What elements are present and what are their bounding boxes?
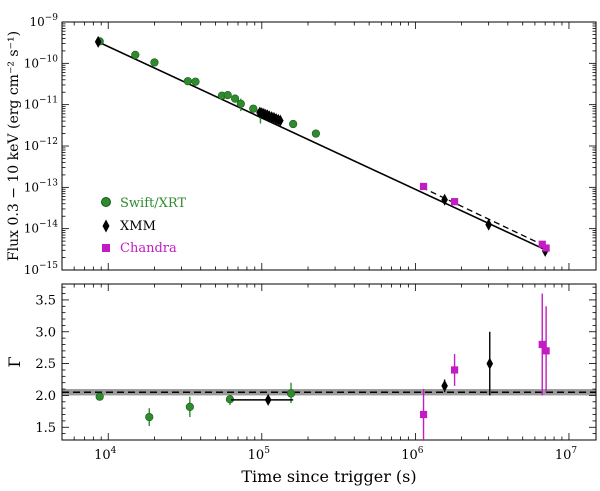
flux-point-circle [150,58,159,67]
legend-label-chandra: Chandra [120,241,177,256]
photon-index-y-tick-label: 3.0 [35,325,56,340]
time-x-tick-label: 107 [555,446,578,463]
flux-data-points [94,35,550,257]
index-point-circle [185,402,194,411]
flux-point-diamond [277,114,284,127]
photon-index-y-tick-label: 2.5 [35,357,56,372]
index-point-square [419,410,428,419]
flux-point-square [419,182,428,191]
flux-y-tick-label: 10−9 [29,13,58,29]
index-point-diamond [441,379,448,392]
flux-point-circle [191,77,200,86]
photon-index-y-tick-labels: 1.5 2.0 2.5 3.0 3.5 [35,293,56,435]
flux-point-diamond [485,218,492,231]
index-point-square [450,366,459,374]
time-x-tick-labels: 104 105 106 107 [94,446,577,463]
time-axis-label: Time since trigger (s) [241,467,416,486]
flux-y-tick-label: 10−11 [24,96,58,112]
index-point-square [538,340,546,349]
flux-y-tick-label: 10−12 [24,137,58,153]
legend-marker-chandra [102,244,110,252]
photon-index-axis-label: Γ [5,356,24,367]
flux-y-tick-labels: 10−9 10−10 10−11 10−12 10−13 10−14 10−15 [24,13,59,277]
photon-index-panel: 1.5 2.0 2.5 3.0 3.5 104 105 106 107 Γ Time sinc… [5,283,597,486]
flux-point-circle [230,94,240,103]
legend-label-swift: Swift/XRT [120,196,186,211]
index-point-square [542,347,550,355]
flux-point-circle [236,99,245,108]
flux-y-tick-label: 10−13 [24,178,59,194]
time-x-tick-label: 106 [401,446,424,463]
flux-point-diamond [94,35,102,48]
photon-index-y-tick-label: 1.5 [35,421,56,436]
photon-index-panel-frame [61,283,597,441]
time-x-tick-label: 105 [248,446,271,463]
flux-point-square [538,240,546,248]
photon-index-reference [62,389,596,396]
photon-index-y-tick-label: 2.0 [35,389,56,404]
flux-point-square [450,198,459,206]
photon-index-data-points [95,293,550,440]
index-point-circle [95,392,104,401]
index-point-diamond [486,357,494,370]
flux-point-square [542,244,550,252]
flux-axis-label: Flux 0.3 − 10 keV (erg cm⁻² s⁻¹) [6,31,22,261]
index-point-circle [286,389,296,398]
photon-index-ticks [61,284,596,441]
flux-y-tick-label: 10−14 [24,220,59,236]
flux-point-circle [311,129,320,138]
flux-panel: 10−9 10−10 10−11 10−12 10−13 10−14 10−15 Flux … [6,13,597,277]
flux-point-circle [249,104,258,113]
index-point-diamond [264,393,272,406]
time-x-tick-label: 104 [94,446,117,463]
legend: Swift/XRT XMM Chandra [101,196,186,256]
legend-label-xmm: XMM [120,219,156,234]
model-line-dashed [421,186,546,247]
photon-index-y-tick-label: 3.5 [35,293,56,308]
flux-point-diamond [441,193,448,206]
legend-marker-xmm [102,219,110,233]
legend-marker-swift [101,197,111,207]
flux-panel-ticks [61,21,596,271]
flux-point-circle [223,91,232,100]
flux-point-circle [289,119,298,129]
flux-model-lines [97,41,546,251]
flux-point-circle [131,50,140,59]
flux-y-tick-label: 10−10 [24,54,59,70]
flux-point-circle [183,77,192,86]
index-point-circle [145,412,154,422]
flux-y-tick-label: 10−15 [24,261,59,277]
model-line-solid [97,41,546,251]
